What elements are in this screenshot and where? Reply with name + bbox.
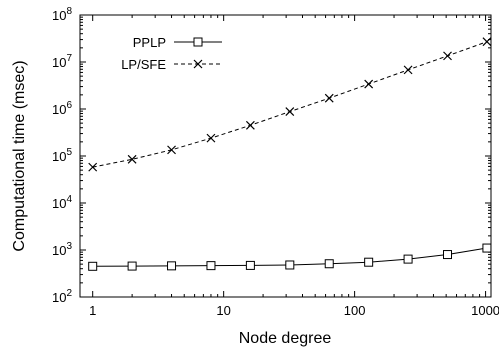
legend-item-pplp: PPLP bbox=[133, 35, 222, 50]
x-marker-stroke bbox=[245, 120, 255, 130]
x-marker-stroke bbox=[403, 65, 413, 75]
x-marker-stroke bbox=[364, 79, 374, 89]
x-marker-stroke bbox=[324, 93, 334, 103]
series-layer bbox=[88, 37, 492, 271]
y-tick-label: 105 bbox=[52, 147, 72, 164]
data-point-lp-sfe bbox=[206, 133, 216, 143]
x-tick-label: 10 bbox=[216, 303, 230, 318]
legend: PPLP LP/SFE bbox=[121, 35, 222, 72]
y-tick-label: 108 bbox=[52, 6, 72, 23]
data-point-lp-sfe bbox=[364, 79, 374, 89]
legend-item-lp-sfe: LP/SFE bbox=[121, 57, 222, 72]
y-tick-exponent: 7 bbox=[66, 53, 72, 64]
x-marker-stroke bbox=[206, 133, 216, 143]
data-point-pplp bbox=[482, 243, 492, 253]
x-tick-label: 1000 bbox=[471, 303, 499, 318]
x-axis-title: Node degree bbox=[239, 330, 332, 347]
x-marker-stroke bbox=[285, 107, 295, 117]
x-marker-stroke bbox=[443, 51, 452, 61]
y-tick-exponent: 6 bbox=[66, 100, 72, 111]
x-marker-stroke bbox=[127, 154, 137, 164]
legend-marker bbox=[193, 37, 203, 47]
legend-label: LP/SFE bbox=[121, 57, 166, 72]
y-tick-label: 107 bbox=[52, 53, 72, 70]
y-tick-base: 10 bbox=[52, 55, 66, 70]
data-point-pplp bbox=[245, 260, 255, 270]
y-tick-exponent: 5 bbox=[66, 147, 72, 158]
y-tick-base: 10 bbox=[52, 8, 66, 23]
data-point-lp-sfe bbox=[167, 145, 176, 155]
y-tick-base: 10 bbox=[52, 102, 66, 117]
y-tick-exponent: 3 bbox=[66, 241, 72, 252]
y-tick-label: 106 bbox=[52, 100, 72, 117]
x-marker-stroke bbox=[193, 59, 203, 69]
data-point-pplp bbox=[88, 261, 98, 271]
data-point-lp-sfe bbox=[88, 162, 98, 172]
data-point-pplp bbox=[443, 250, 453, 260]
y-tick-exponent: 4 bbox=[66, 194, 72, 205]
y-tick-label: 103 bbox=[52, 241, 72, 258]
data-point-pplp bbox=[127, 261, 137, 271]
data-point-lp-sfe bbox=[245, 120, 255, 130]
y-tick-label: 104 bbox=[52, 194, 72, 211]
y-tick-exponent: 2 bbox=[66, 288, 72, 299]
y-tick-base: 10 bbox=[52, 243, 66, 258]
series-lp-sfe bbox=[88, 37, 492, 172]
x-marker-stroke bbox=[88, 162, 98, 172]
data-point-pplp bbox=[364, 257, 374, 267]
data-point-pplp bbox=[324, 259, 334, 269]
y-axis-title: Computational time (msec) bbox=[11, 60, 28, 251]
x-tick-label: 1 bbox=[89, 303, 96, 318]
data-point-lp-sfe bbox=[324, 93, 334, 103]
legend-marker bbox=[193, 59, 203, 69]
y-tick-base: 10 bbox=[52, 149, 66, 164]
data-point-lp-sfe bbox=[443, 51, 452, 61]
y-tick-base: 10 bbox=[52, 196, 66, 211]
x-marker-stroke bbox=[167, 145, 176, 155]
data-point-pplp bbox=[285, 260, 295, 270]
data-point-lp-sfe bbox=[482, 37, 492, 47]
y-tick-base: 10 bbox=[52, 290, 66, 305]
data-point-pplp bbox=[403, 254, 413, 264]
y-tick-exponent: 8 bbox=[66, 6, 72, 17]
data-point-lp-sfe bbox=[285, 107, 295, 117]
data-point-lp-sfe bbox=[127, 154, 137, 164]
data-point-lp-sfe bbox=[403, 65, 413, 75]
x-marker-stroke bbox=[482, 37, 492, 47]
y-tick-label: 102 bbox=[52, 288, 72, 305]
legend-label: PPLP bbox=[133, 35, 166, 50]
data-point-pplp bbox=[167, 261, 177, 271]
series-pplp bbox=[88, 243, 492, 271]
data-point-pplp bbox=[206, 261, 216, 271]
x-tick-label: 100 bbox=[344, 303, 366, 318]
